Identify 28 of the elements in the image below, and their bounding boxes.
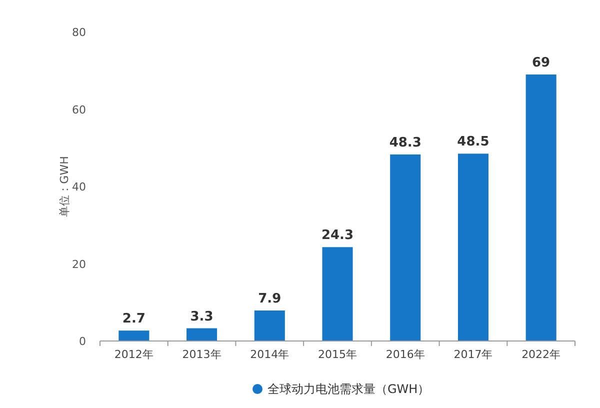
data-label: 3.3 <box>190 309 214 324</box>
y-axis-title: 单位：GWH <box>58 156 71 217</box>
x-tick-label: 2014年 <box>250 348 290 361</box>
x-tick-label: 2022年 <box>522 348 561 361</box>
y-tick-label: 40 <box>72 180 86 194</box>
data-label: 69 <box>532 55 550 70</box>
data-label: 24.3 <box>321 228 354 244</box>
bar <box>254 310 285 341</box>
bar <box>186 328 218 341</box>
data-label: 48.5 <box>457 134 490 150</box>
data-label: 2.7 <box>122 312 146 327</box>
data-label: 48.3 <box>389 135 422 150</box>
y-tick-label: 0 <box>79 335 86 348</box>
y-tick-label: 80 <box>72 26 86 39</box>
bar <box>458 154 488 341</box>
bar <box>526 74 556 341</box>
bar <box>390 154 421 341</box>
x-tick-label: 2012年 <box>114 348 154 361</box>
data-label: 7.9 <box>258 291 282 306</box>
x-tick-label: 2015年 <box>318 348 357 361</box>
bar <box>118 330 150 341</box>
y-tick-label: 20 <box>72 258 86 271</box>
x-tick-label: 2013年 <box>182 348 222 361</box>
x-tick-label: 2016年 <box>386 348 425 361</box>
y-tick-label: 60 <box>72 103 86 116</box>
legend-label: 全球动力电池需求量（GWH） <box>268 382 430 396</box>
x-tick-label: 2017年 <box>454 348 493 361</box>
bar <box>322 247 353 341</box>
